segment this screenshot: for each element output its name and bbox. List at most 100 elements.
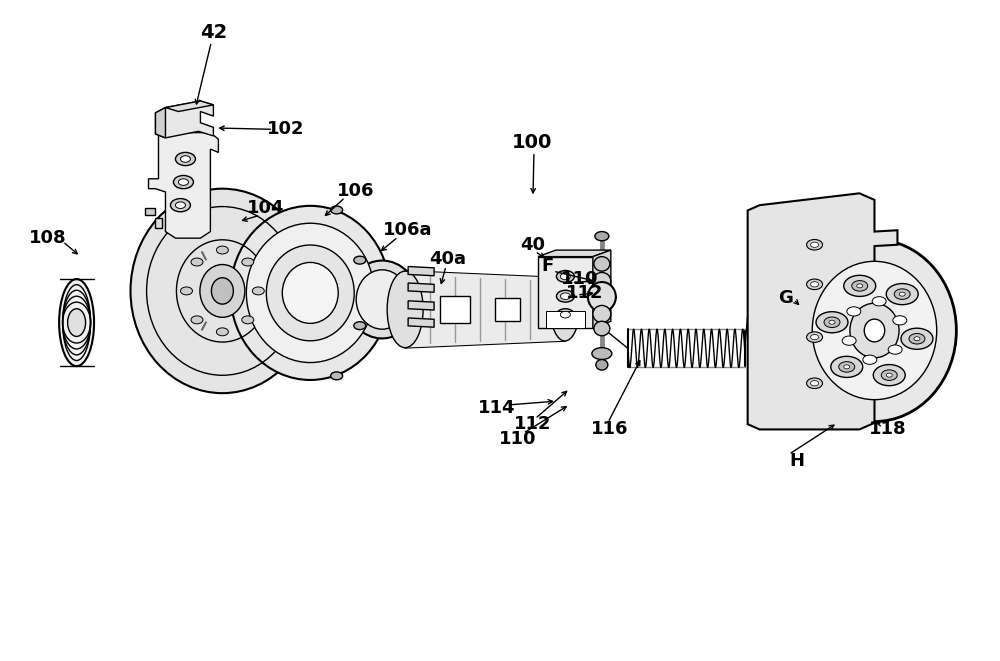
Circle shape [560,293,570,299]
Ellipse shape [230,206,390,380]
Circle shape [872,297,886,306]
Circle shape [807,239,823,250]
Text: 118: 118 [869,420,906,438]
Text: 108: 108 [29,229,66,247]
Circle shape [899,292,905,296]
Circle shape [811,381,819,386]
Circle shape [807,279,823,290]
Polygon shape [538,256,593,328]
Circle shape [560,311,570,318]
Ellipse shape [131,188,314,393]
Ellipse shape [387,271,423,348]
Polygon shape [546,311,585,328]
Circle shape [842,336,856,345]
Ellipse shape [596,360,608,370]
Circle shape [909,333,925,344]
Text: 110: 110 [561,270,599,288]
Ellipse shape [59,279,94,366]
Polygon shape [155,101,213,138]
Circle shape [242,258,254,266]
Text: 106: 106 [336,182,374,200]
Polygon shape [145,208,155,215]
Ellipse shape [595,231,609,241]
Text: 42: 42 [200,23,227,42]
Text: 116: 116 [591,420,629,438]
Circle shape [191,258,203,266]
Circle shape [811,242,819,247]
Circle shape [873,365,905,385]
Ellipse shape [592,348,612,360]
Circle shape [839,362,855,372]
Ellipse shape [551,278,579,341]
Text: G: G [778,288,793,307]
Polygon shape [408,283,434,292]
Circle shape [178,178,188,185]
Polygon shape [148,133,218,238]
Circle shape [811,334,819,340]
Text: H: H [789,452,804,470]
Polygon shape [165,101,213,112]
Circle shape [816,312,848,332]
Ellipse shape [594,321,610,336]
Circle shape [824,317,840,328]
Ellipse shape [812,261,937,400]
Polygon shape [405,271,565,348]
Circle shape [556,309,574,321]
Ellipse shape [200,264,245,317]
Text: 102: 102 [267,120,304,138]
Circle shape [807,332,823,342]
Ellipse shape [793,239,956,422]
Circle shape [331,206,343,214]
Circle shape [216,246,228,254]
Circle shape [863,355,877,364]
Text: 40a: 40a [430,251,467,268]
Text: 106a: 106a [383,221,433,239]
Circle shape [252,287,264,295]
Circle shape [242,316,254,324]
Ellipse shape [211,278,233,304]
Circle shape [857,284,863,288]
Polygon shape [440,296,470,323]
Ellipse shape [593,272,611,290]
Circle shape [354,256,366,264]
Circle shape [331,372,343,380]
Ellipse shape [346,260,418,338]
Circle shape [170,198,190,212]
Circle shape [844,276,876,296]
Polygon shape [408,318,434,327]
Circle shape [881,370,897,380]
Circle shape [556,290,574,302]
Circle shape [175,202,185,208]
Ellipse shape [588,282,616,312]
Circle shape [888,345,902,354]
Ellipse shape [356,270,408,329]
Text: 40: 40 [520,236,545,254]
Polygon shape [538,250,611,256]
Polygon shape [408,301,434,310]
Circle shape [914,336,920,340]
Polygon shape [408,266,434,276]
Circle shape [894,289,910,299]
Circle shape [844,365,850,369]
Polygon shape [155,108,165,138]
Polygon shape [748,193,897,430]
Circle shape [811,282,819,287]
Circle shape [886,373,892,377]
Ellipse shape [593,305,611,323]
Text: F: F [542,257,554,275]
Circle shape [807,378,823,389]
Circle shape [847,307,861,316]
Circle shape [191,316,203,324]
Text: 110: 110 [499,430,537,447]
Circle shape [180,287,192,295]
Circle shape [560,273,570,280]
Text: 114: 114 [478,399,516,417]
Text: 104: 104 [247,200,284,217]
Ellipse shape [68,309,86,336]
Ellipse shape [282,262,338,323]
Ellipse shape [246,223,374,362]
Circle shape [354,322,366,330]
Polygon shape [593,250,611,328]
Text: 112: 112 [514,415,552,433]
Circle shape [556,270,574,282]
